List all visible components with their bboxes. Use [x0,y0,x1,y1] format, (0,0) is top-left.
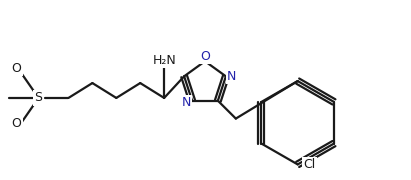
Text: Cl: Cl [303,158,316,171]
Text: S: S [35,91,43,104]
Text: O: O [12,117,22,130]
Text: N: N [227,70,236,83]
Text: H₂N: H₂N [152,54,176,67]
Text: N: N [181,96,191,109]
Text: O: O [200,50,210,63]
Text: O: O [12,62,22,75]
